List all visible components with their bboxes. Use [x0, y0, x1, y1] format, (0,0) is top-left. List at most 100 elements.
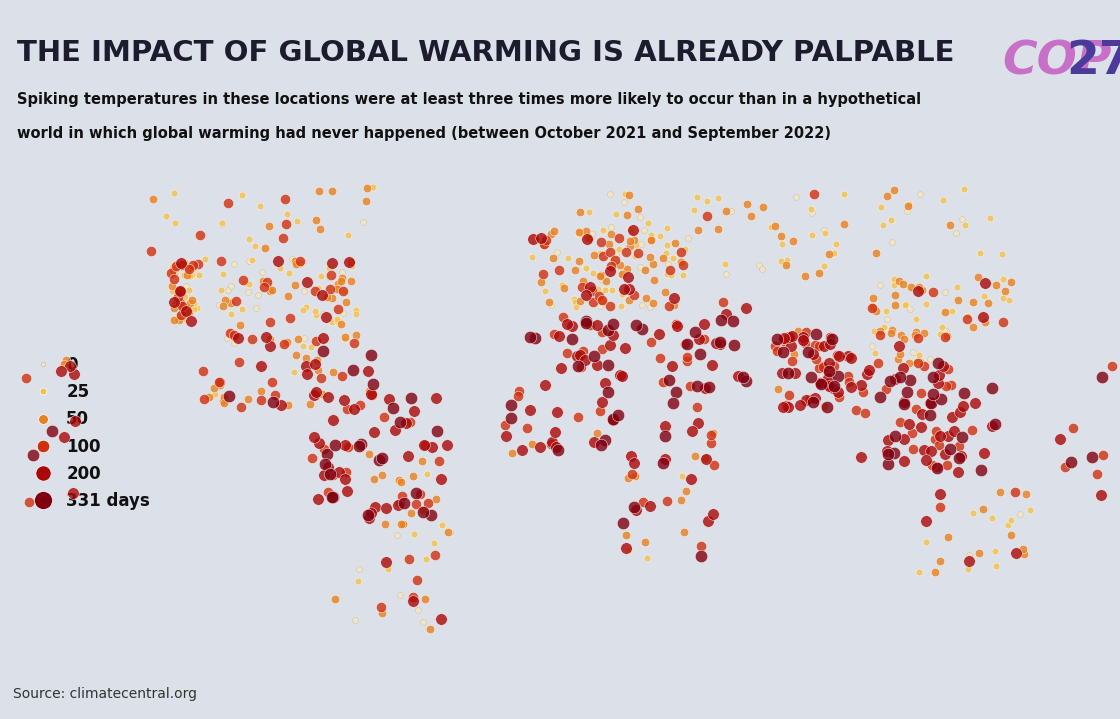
- Point: [928, 377, 946, 388]
- Point: [502, 399, 520, 411]
- Point: [240, 278, 258, 290]
- Point: [336, 334, 354, 345]
- Point: [214, 300, 232, 311]
- Point: [186, 297, 204, 308]
- Point: [609, 410, 627, 421]
- Point: [915, 327, 933, 339]
- Point: [877, 384, 895, 395]
- Point: [939, 364, 956, 375]
- Point: [781, 331, 799, 342]
- Point: [620, 544, 638, 556]
- Point: [936, 331, 954, 343]
- Point: [179, 260, 197, 272]
- Point: [253, 266, 271, 278]
- Point: [917, 454, 935, 466]
- Point: [362, 349, 380, 360]
- Point: [584, 267, 601, 279]
- Point: [885, 273, 903, 285]
- Point: [917, 516, 935, 527]
- Point: [347, 329, 365, 341]
- Point: [538, 234, 556, 245]
- Point: [311, 224, 329, 235]
- Point: [894, 362, 912, 373]
- Point: [773, 255, 791, 267]
- Point: [416, 439, 433, 451]
- Point: [391, 498, 409, 509]
- Point: [988, 279, 1006, 290]
- Point: [678, 338, 696, 349]
- Point: [1064, 422, 1082, 434]
- Point: [392, 518, 410, 530]
- Point: [942, 380, 960, 391]
- Point: [601, 261, 619, 273]
- Point: [884, 324, 902, 336]
- Point: [952, 450, 970, 462]
- Point: [194, 365, 212, 376]
- Point: [400, 554, 418, 565]
- Point: [840, 376, 858, 388]
- Point: [1017, 487, 1035, 499]
- Point: [950, 452, 968, 463]
- Point: [181, 316, 199, 327]
- Point: [937, 330, 955, 342]
- Point: [296, 332, 314, 344]
- Point: [683, 426, 701, 437]
- Point: [240, 255, 258, 267]
- Point: [923, 459, 941, 470]
- Point: [763, 221, 781, 233]
- Point: [668, 386, 685, 398]
- Point: [898, 386, 916, 398]
- Point: [411, 488, 429, 500]
- Point: [408, 487, 426, 499]
- Point: [597, 275, 615, 286]
- Point: [782, 340, 800, 352]
- Point: [584, 285, 601, 296]
- Point: [402, 507, 420, 518]
- Point: [324, 367, 342, 378]
- Point: [375, 518, 393, 530]
- Text: 27: 27: [1066, 40, 1120, 84]
- Point: [289, 333, 307, 344]
- Point: [600, 247, 618, 258]
- Point: [811, 377, 829, 389]
- Point: [572, 281, 590, 293]
- Point: [885, 185, 903, 196]
- Point: [803, 207, 821, 219]
- Point: [575, 275, 592, 287]
- Point: [222, 280, 240, 292]
- Point: [196, 253, 214, 265]
- Point: [519, 423, 536, 434]
- Point: [610, 260, 628, 271]
- Point: [180, 306, 198, 318]
- Point: [212, 284, 230, 296]
- Point: [804, 348, 822, 360]
- Point: [796, 394, 814, 406]
- Point: [571, 296, 589, 307]
- Text: THE IMPACT OF GLOBAL WARMING IS ALREADY PALPABLE: THE IMPACT OF GLOBAL WARMING IS ALREADY …: [17, 40, 954, 67]
- Point: [287, 349, 305, 360]
- Point: [678, 355, 696, 367]
- Point: [692, 540, 710, 551]
- Legend: 0, 25, 50, 100, 200, 331 days: 0, 25, 50, 100, 200, 331 days: [19, 349, 157, 516]
- Text: world in which global warming had never happened (between October 2021 and Septe: world in which global warming had never …: [17, 126, 831, 141]
- Point: [521, 405, 539, 416]
- Point: [317, 311, 335, 323]
- Point: [572, 361, 590, 372]
- Point: [617, 529, 635, 541]
- Point: [362, 388, 380, 400]
- Point: [970, 547, 988, 559]
- Point: [625, 290, 643, 301]
- Point: [432, 613, 450, 624]
- Point: [839, 350, 857, 362]
- Point: [810, 267, 828, 279]
- Point: [777, 400, 795, 411]
- Point: [261, 316, 279, 328]
- Point: [323, 269, 340, 280]
- Point: [259, 274, 277, 285]
- Point: [924, 286, 942, 298]
- Point: [297, 301, 315, 313]
- Point: [419, 497, 437, 508]
- Point: [577, 289, 595, 301]
- Point: [943, 306, 961, 317]
- Point: [713, 296, 731, 308]
